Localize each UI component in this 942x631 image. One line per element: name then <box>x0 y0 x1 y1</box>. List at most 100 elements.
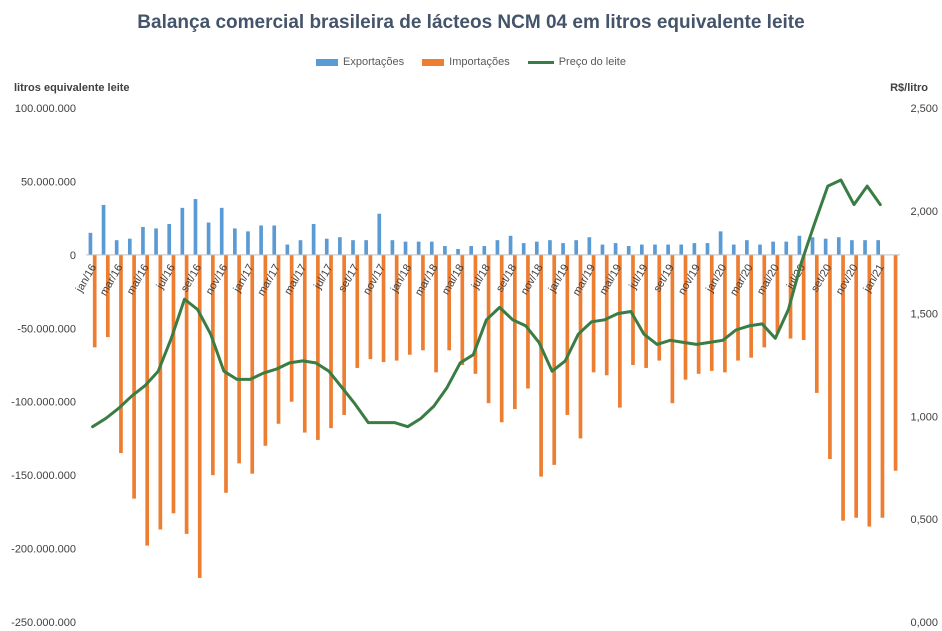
bar-exportacoes <box>810 237 815 255</box>
bar-exportacoes <box>823 238 828 255</box>
bar-importacoes <box>421 254 425 351</box>
y-tick-label: -150.000.000 <box>11 470 76 482</box>
bar-importacoes <box>683 254 688 380</box>
y2-tick-label: 1,000 <box>910 411 938 423</box>
bar-importacoes <box>447 254 452 351</box>
bar-exportacoes <box>206 222 211 255</box>
bar-exportacoes <box>600 244 605 255</box>
bar-importacoes <box>316 254 320 440</box>
bar-importacoes <box>657 254 662 361</box>
bar-importacoes <box>171 254 176 514</box>
bar-importacoes <box>105 254 110 338</box>
bar-importacoes <box>736 254 740 361</box>
bar-importacoes <box>145 254 150 546</box>
bar-importacoes <box>723 254 727 373</box>
bar-exportacoes <box>731 244 736 255</box>
bar-exportacoes <box>784 241 789 255</box>
legend-item-preco: Preço do leite <box>527 56 626 68</box>
y-axis-left-ticks: 100.000.000 50.000.000 0 -50.000.000 -100.00… <box>11 103 76 629</box>
bar-exportacoes <box>101 204 106 255</box>
legend-swatch-exportacoes <box>316 58 339 66</box>
series-exportacoes <box>88 199 881 255</box>
bar-exportacoes <box>167 224 172 255</box>
bar-importacoes <box>263 254 268 446</box>
bar-exportacoes <box>377 213 382 255</box>
bar-exportacoes <box>718 231 723 255</box>
bar-importacoes <box>92 254 97 348</box>
bar-exportacoes <box>548 240 552 255</box>
y2-tick-label: 2,000 <box>910 206 938 218</box>
bar-exportacoes <box>141 226 145 255</box>
bar-importacoes <box>289 254 294 402</box>
legend: Exportações Importações Preço do leite <box>0 56 942 68</box>
bar-exportacoes <box>246 231 250 255</box>
legend-swatch-importacoes <box>422 58 445 66</box>
bar-importacoes <box>552 254 557 465</box>
bar-importacoes <box>184 254 189 534</box>
bar-importacoes <box>591 254 596 373</box>
bar-exportacoes <box>416 241 421 255</box>
bar-exportacoes <box>797 235 802 255</box>
bar-exportacoes <box>338 237 342 255</box>
bar-exportacoes <box>666 244 670 255</box>
bar-importacoes <box>709 254 714 371</box>
bar-importacoes <box>631 254 635 365</box>
y2-tick-label: 0,000 <box>910 617 938 629</box>
bar-importacoes <box>867 254 872 527</box>
bar-importacoes <box>801 254 806 341</box>
bar-exportacoes <box>114 240 119 255</box>
bar-exportacoes <box>653 244 657 255</box>
bar-importacoes <box>473 254 478 374</box>
bar-importacoes <box>749 254 753 358</box>
bar-importacoes <box>854 254 859 518</box>
legend-label-preco: Preço do leite <box>558 56 626 68</box>
chart-title: Balança comercial brasileira de lácteos … <box>137 12 805 33</box>
y-tick-label: -50.000.000 <box>17 323 76 335</box>
bar-importacoes <box>578 254 583 439</box>
bar-importacoes <box>526 254 530 389</box>
bar-importacoes <box>368 254 373 360</box>
bar-importacoes <box>394 254 399 361</box>
bar-exportacoes <box>692 243 697 255</box>
bar-exportacoes <box>390 240 395 255</box>
bar-exportacoes <box>758 244 762 255</box>
y-tick-label: -250.000.000 <box>11 617 76 629</box>
y2-tick-label: 0,500 <box>910 514 938 526</box>
bar-exportacoes <box>272 225 277 255</box>
bar-exportacoes <box>561 243 565 255</box>
bar-exportacoes <box>745 240 749 255</box>
bar-exportacoes <box>863 240 867 255</box>
bar-exportacoes <box>351 240 355 255</box>
bar-exportacoes <box>403 241 408 255</box>
bar-importacoes <box>355 254 360 368</box>
bar-importacoes <box>565 254 570 415</box>
bar-exportacoes <box>574 240 579 255</box>
y-tick-label: 50.000.000 <box>21 176 76 188</box>
bar-exportacoes <box>640 244 644 255</box>
bar-importacoes <box>841 254 845 521</box>
bar-exportacoes <box>626 246 631 255</box>
bar-importacoes <box>486 254 491 404</box>
legend-swatch-preco <box>527 60 554 64</box>
bar-importacoes <box>644 254 648 368</box>
bar-exportacoes <box>534 241 539 255</box>
bar-exportacoes <box>495 240 500 255</box>
y-axis-right-label: R$/litro <box>890 82 928 94</box>
y-tick-label: -200.000.000 <box>11 544 76 556</box>
bar-exportacoes <box>429 241 434 255</box>
bar-exportacoes <box>180 207 185 255</box>
series-preco-do-leite <box>91 178 882 429</box>
legend-item-exportacoes: Exportações <box>316 56 404 68</box>
bar-importacoes <box>460 254 465 365</box>
bar-exportacoes <box>298 240 303 255</box>
bar-importacoes <box>276 254 281 424</box>
y-tick-label: 0 <box>70 250 76 262</box>
bar-importacoes <box>893 254 898 471</box>
bar-exportacoes <box>836 237 841 255</box>
bar-exportacoes <box>364 240 368 255</box>
legend-label-importacoes: Importações <box>449 56 510 68</box>
legend-label-exportacoes: Exportações <box>343 56 405 68</box>
bar-exportacoes <box>850 240 854 255</box>
